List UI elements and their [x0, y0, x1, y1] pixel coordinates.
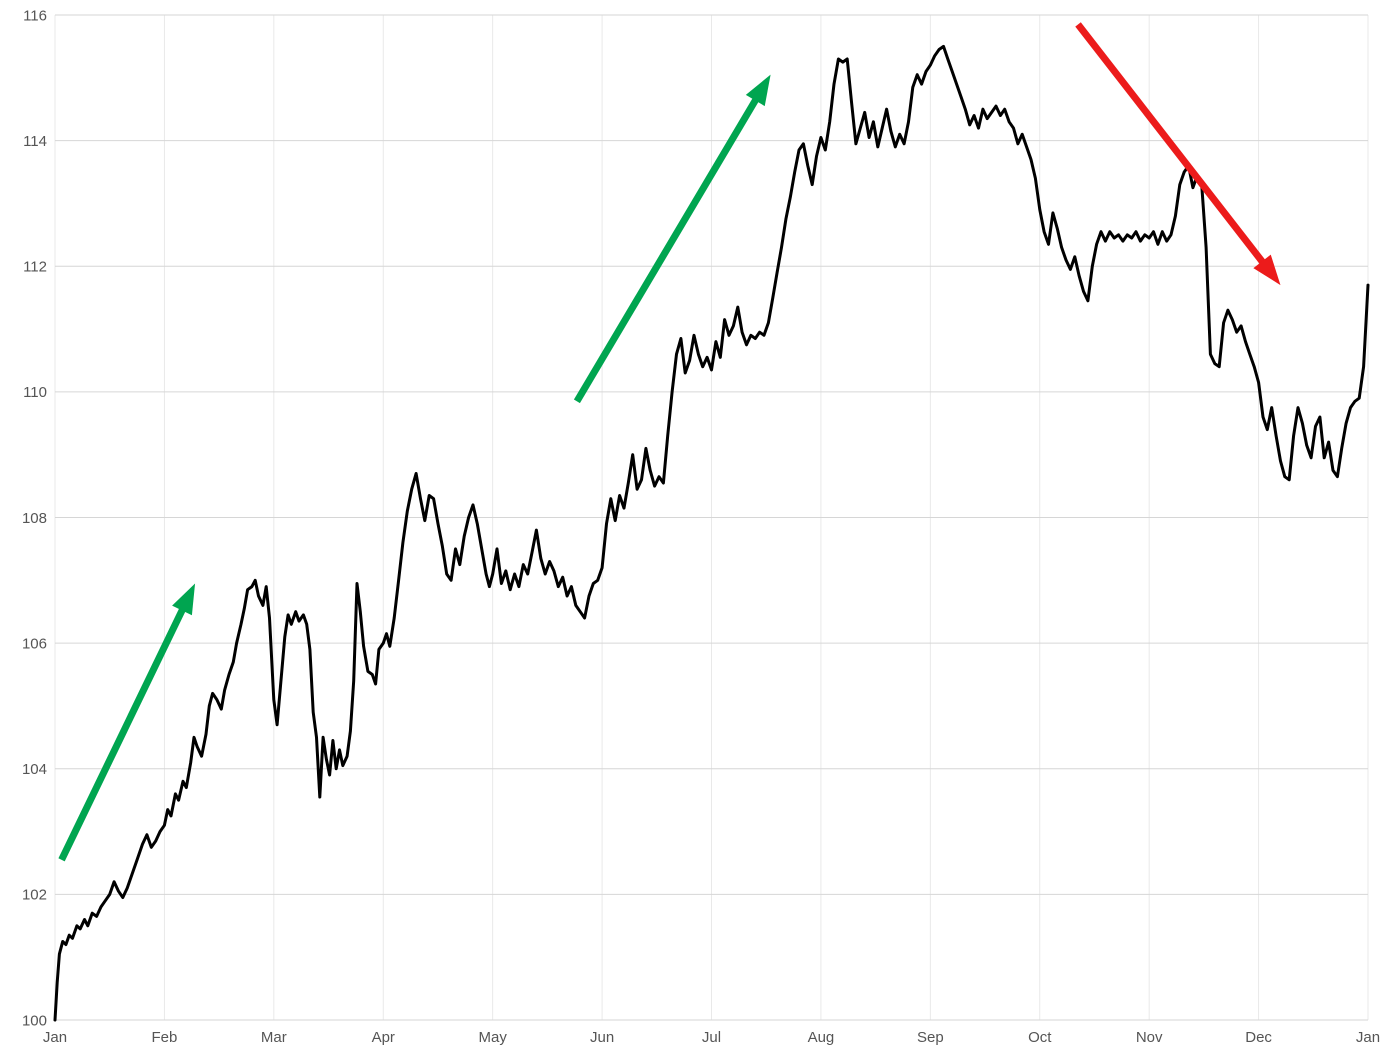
x-tick-label: Nov	[1136, 1029, 1163, 1046]
x-tick-label: Aug	[808, 1029, 835, 1046]
x-tick-label: Jun	[590, 1029, 614, 1046]
y-tick-label: 110	[23, 384, 47, 401]
uptrend-arrow-1-shaft	[58, 602, 189, 862]
x-tick-label: Oct	[1028, 1029, 1052, 1046]
y-tick-label: 100	[22, 1012, 47, 1029]
x-tick-label: Jan	[43, 1029, 67, 1046]
price-line-series	[53, 44, 1370, 1022]
x-tick-label: Mar	[261, 1029, 287, 1046]
x-tick-label: Feb	[151, 1029, 177, 1046]
uptrend-arrow-2-shaft	[573, 92, 763, 404]
y-tick-label: 102	[22, 887, 47, 904]
x-tick-label: Sep	[917, 1029, 944, 1046]
uptrend-arrow-1-head	[172, 583, 196, 616]
x-tick-label: May	[478, 1029, 507, 1046]
downtrend-arrow-shaft	[1075, 22, 1270, 270]
x-tick-label: Jan	[1356, 1029, 1380, 1046]
y-tick-label: 112	[23, 259, 47, 276]
y-tick-label: 106	[22, 635, 47, 652]
uptrend-arrow-2-head	[745, 74, 771, 107]
x-tick-label: Dec	[1245, 1029, 1272, 1046]
x-tick-label: Jul	[702, 1029, 721, 1046]
y-tick-label: 104	[22, 761, 47, 778]
downtrend-arrow-head	[1253, 254, 1281, 286]
y-tick-label: 114	[23, 133, 47, 150]
y-tick-label: 108	[22, 510, 47, 527]
x-tick-label: Apr	[372, 1029, 395, 1046]
y-tick-label: 116	[23, 7, 47, 24]
